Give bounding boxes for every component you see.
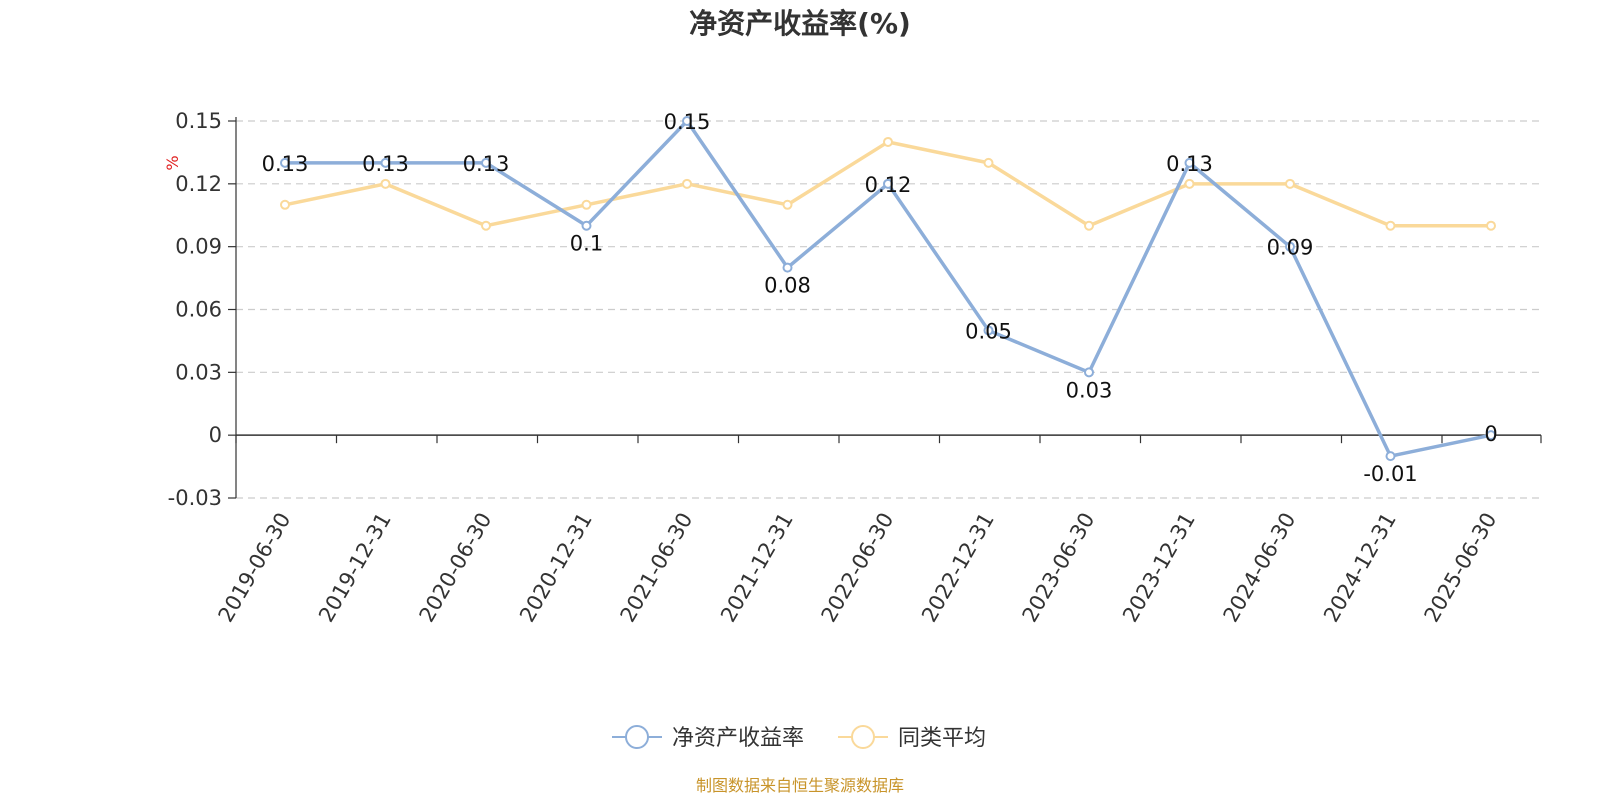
y-tick-label: 0: [209, 423, 222, 447]
data-point: [983, 325, 994, 336]
data-point: [1084, 220, 1094, 231]
data-point: [581, 220, 592, 231]
data-point: [481, 220, 491, 231]
data-point: [883, 136, 893, 147]
x-tick-label: 2021-06-30: [616, 509, 698, 627]
chart-title: 净资产收益率(%): [689, 7, 911, 40]
data-point: [782, 262, 793, 273]
x-tick-label: 2022-12-31: [917, 509, 999, 627]
data-label: 0.05: [965, 319, 1012, 343]
data-label: 0.12: [865, 173, 912, 197]
data-label: 0.13: [362, 152, 409, 176]
data-point: [1385, 220, 1396, 231]
x-tick-label: 2019-12-31: [314, 509, 396, 627]
x-tick-label: 2019-06-30: [214, 509, 296, 627]
data-point: [380, 178, 391, 189]
data-label: 0.08: [764, 274, 811, 298]
x-tick-label: 2024-12-31: [1319, 509, 1401, 627]
data-labels: 0.13 0.13 0.13 0.1 0.15 0.08 0.12 0.05 0.03 0.13 0…: [262, 110, 1498, 486]
x-tick-label: 2025-06-30: [1420, 509, 1502, 627]
y-tick-label: 0.09: [175, 235, 222, 259]
data-point: [883, 178, 893, 189]
data-point: [782, 199, 793, 210]
data-label: 0.13: [463, 152, 510, 176]
data-label: 0.13: [262, 152, 309, 176]
data-point: [1486, 220, 1496, 231]
data-point: [1285, 178, 1295, 189]
data-label: 0: [1484, 422, 1497, 446]
data-label: 0.15: [664, 110, 711, 134]
data-point: [983, 157, 994, 168]
data-point: [1385, 451, 1396, 462]
data-label: 0.03: [1066, 378, 1113, 402]
y-tick-label: 0.03: [175, 360, 222, 384]
data-label: 0.09: [1267, 236, 1314, 260]
data-point: [1184, 157, 1195, 168]
data-point: [1486, 430, 1496, 441]
data-point: [581, 199, 592, 210]
y-tick-label: -0.03: [168, 486, 222, 510]
data-point: [1184, 178, 1195, 189]
data-point: [682, 116, 692, 126]
data-label: -0.01: [1363, 462, 1417, 486]
x-tick-label: 2021-12-31: [716, 509, 798, 627]
x-tick-label: 2024-06-30: [1219, 509, 1301, 627]
data-label: 0.1: [570, 232, 603, 256]
legend-marker: [851, 725, 875, 749]
y-tick-label: 0.06: [175, 298, 222, 322]
legend-marker: [625, 725, 649, 749]
data-label: 0.13: [1166, 152, 1213, 176]
x-tick-label: 2023-06-30: [1018, 509, 1100, 627]
x-tick-label: 2020-12-31: [515, 509, 597, 627]
data-point: [380, 157, 391, 168]
legend-label: 同类平均: [898, 726, 986, 751]
x-tick-label: 2023-12-31: [1118, 509, 1200, 627]
data-point: [481, 157, 491, 168]
source-note: 制图数据来自恒生聚源数据库: [696, 776, 904, 795]
y-axis-unit-label: %: [163, 155, 182, 170]
y-tick-label: 0.15: [175, 109, 222, 133]
data-point: [280, 157, 290, 168]
series-lines: [280, 116, 1496, 462]
x-tick-label: 2020-06-30: [415, 509, 497, 627]
y-tick-label: 0.12: [175, 172, 222, 196]
x-tick-label: 2022-06-30: [817, 509, 899, 627]
data-point: [280, 199, 290, 210]
data-point: [1084, 367, 1094, 378]
data-point: [1285, 241, 1295, 252]
legend-label: 净资产收益率: [672, 726, 804, 751]
data-point: [682, 178, 692, 189]
legend: 净资产收益率 同类平均: [612, 725, 986, 751]
